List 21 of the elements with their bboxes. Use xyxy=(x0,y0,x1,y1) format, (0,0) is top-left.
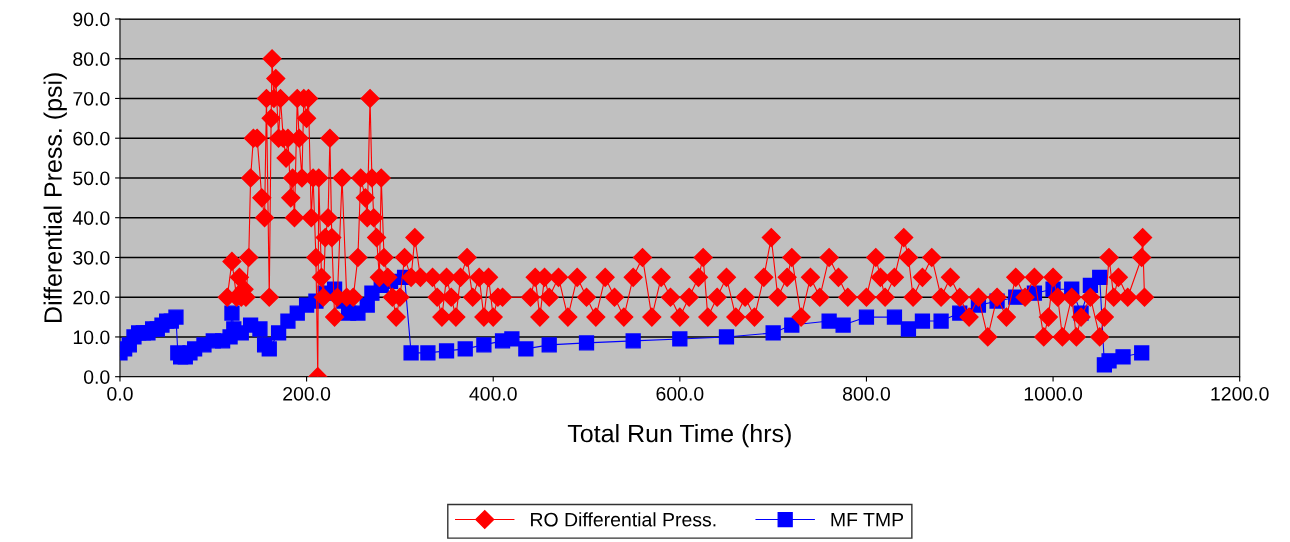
legend-label: RO Differential Press. xyxy=(531,512,716,527)
x-tick-label: 400.0 xyxy=(469,386,517,401)
y-tick-label: 40.0 xyxy=(72,211,110,225)
x-tick-label: 0.0 xyxy=(107,386,133,401)
y-axis-title: Differential Press. (psi) xyxy=(43,73,67,322)
y-tick-label: 20.0 xyxy=(73,290,110,305)
x-axis-title: Total Run Time (hrs) xyxy=(567,423,791,448)
y-tick-label: 90.0 xyxy=(73,12,110,27)
y-tick-label: 0.0 xyxy=(83,370,110,384)
x-tick-label: 1200.0 xyxy=(1211,386,1269,401)
y-tick-label: 10.0 xyxy=(73,330,110,345)
x-tick-label: 600.0 xyxy=(656,386,704,401)
y-tick-label: 50.0 xyxy=(73,171,110,186)
y-tick-label: 80.0 xyxy=(73,52,110,66)
y-tick-label: 60.0 xyxy=(73,131,110,146)
y-tick-label: 30.0 xyxy=(73,250,110,265)
x-tick-label: 1000.0 xyxy=(1024,386,1083,401)
x-tick-label: 200.0 xyxy=(283,386,331,401)
x-tick-label: 800.0 xyxy=(842,386,891,401)
y-tick-label: 70.0 xyxy=(73,91,110,106)
legend-label: MF TMP xyxy=(831,512,904,527)
